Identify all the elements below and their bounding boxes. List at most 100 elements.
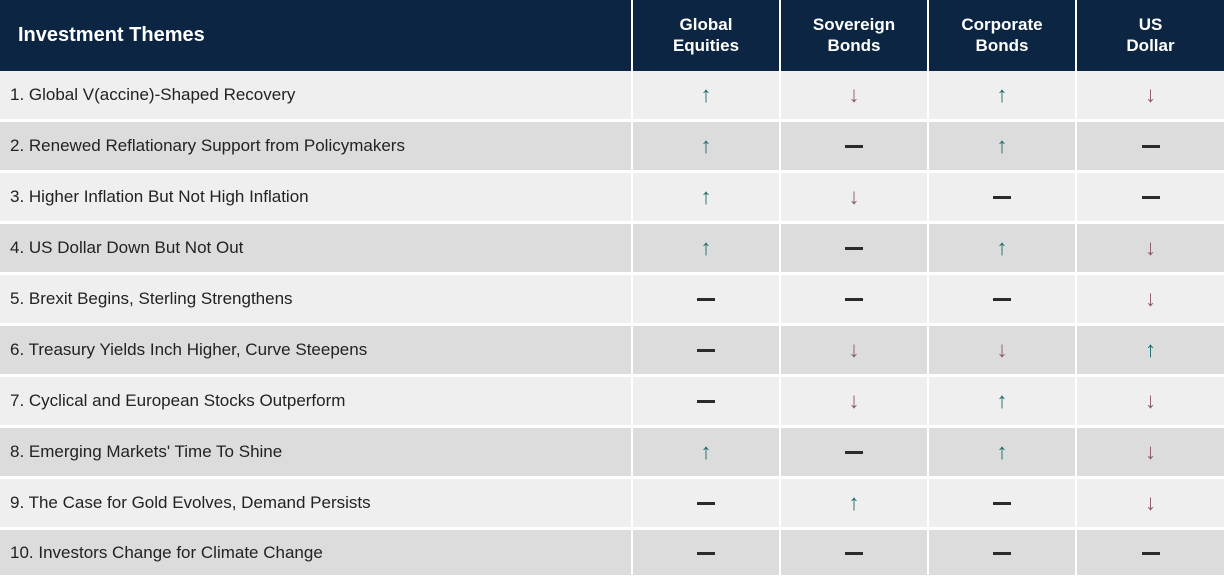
indicator-cell	[632, 477, 780, 528]
indicator-cell: ↓	[1076, 71, 1224, 121]
dash-icon	[1142, 196, 1160, 199]
dash-icon	[697, 502, 715, 505]
arrow-down-icon: ↓	[1145, 288, 1156, 310]
dash-icon	[697, 400, 715, 403]
dash-icon	[845, 145, 863, 148]
table-row: 7. Cyclical and European Stocks Outperfo…	[0, 375, 1224, 426]
theme-label: 4. US Dollar Down But Not Out	[0, 222, 632, 273]
indicator-cell: ↓	[1076, 375, 1224, 426]
indicator-cell: ↑	[632, 171, 780, 222]
arrow-up-icon: ↑	[1145, 339, 1156, 361]
table-row: 6. Treasury Yields Inch Higher, Curve St…	[0, 324, 1224, 375]
indicator-cell: ↑	[928, 222, 1076, 273]
table-row: 4. US Dollar Down But Not Out ↑ ↑ ↓	[0, 222, 1224, 273]
theme-label: 2. Renewed Reflationary Support from Pol…	[0, 120, 632, 171]
indicator-cell: ↓	[780, 171, 928, 222]
arrow-up-icon: ↑	[997, 135, 1008, 157]
indicator-cell	[780, 528, 928, 576]
theme-label: 7. Cyclical and European Stocks Outperfo…	[0, 375, 632, 426]
indicator-cell	[1076, 120, 1224, 171]
indicator-cell	[928, 171, 1076, 222]
dash-icon	[697, 349, 715, 352]
indicator-cell: ↓	[1076, 273, 1224, 324]
indicator-cell	[928, 477, 1076, 528]
dash-icon	[845, 451, 863, 454]
table-row: 5. Brexit Begins, Sterling Strengthens ↓	[0, 273, 1224, 324]
arrow-down-icon: ↓	[1145, 84, 1156, 106]
indicator-cell: ↑	[632, 71, 780, 121]
table-row: 3. Higher Inflation But Not High Inflati…	[0, 171, 1224, 222]
dash-icon	[993, 552, 1011, 555]
indicator-cell	[632, 324, 780, 375]
dash-icon	[697, 552, 715, 555]
dash-icon	[845, 298, 863, 301]
indicator-cell: ↓	[928, 324, 1076, 375]
indicator-cell	[632, 375, 780, 426]
dash-icon	[993, 298, 1011, 301]
dash-icon	[993, 502, 1011, 505]
indicator-cell: ↑	[632, 222, 780, 273]
indicator-cell	[928, 273, 1076, 324]
col-header-sovereign-bonds: SovereignBonds	[780, 0, 928, 71]
indicator-cell: ↑	[928, 426, 1076, 477]
indicator-cell	[632, 528, 780, 576]
indicator-cell: ↑	[928, 120, 1076, 171]
dash-icon	[845, 247, 863, 250]
arrow-up-icon: ↑	[997, 441, 1008, 463]
indicator-cell	[780, 222, 928, 273]
arrow-down-icon: ↓	[1145, 237, 1156, 259]
indicator-cell	[1076, 171, 1224, 222]
table-row: 9. The Case for Gold Evolves, Demand Per…	[0, 477, 1224, 528]
indicator-cell: ↓	[780, 71, 928, 121]
dash-icon	[1142, 145, 1160, 148]
indicator-cell: ↑	[632, 120, 780, 171]
arrow-down-icon: ↓	[1145, 492, 1156, 514]
theme-label: 10. Investors Change for Climate Change	[0, 528, 632, 576]
dash-icon	[993, 196, 1011, 199]
indicator-cell	[928, 528, 1076, 576]
indicator-cell	[780, 120, 928, 171]
col-header-us-dollar: USDollar	[1076, 0, 1224, 71]
arrow-up-icon: ↑	[701, 135, 712, 157]
col-header-themes: Investment Themes	[0, 0, 632, 71]
arrow-up-icon: ↑	[997, 84, 1008, 106]
indicator-cell: ↓	[1076, 222, 1224, 273]
table-body: 1. Global V(accine)-Shaped Recovery↑↓↑↓2…	[0, 71, 1224, 577]
indicator-cell: ↑	[632, 426, 780, 477]
indicator-cell	[780, 273, 928, 324]
indicator-cell	[780, 426, 928, 477]
arrow-up-icon: ↑	[701, 84, 712, 106]
arrow-down-icon: ↓	[997, 339, 1008, 361]
theme-label: 1. Global V(accine)-Shaped Recovery	[0, 71, 632, 121]
indicator-cell: ↓	[1076, 477, 1224, 528]
arrow-down-icon: ↓	[849, 186, 860, 208]
table-row: 8. Emerging Markets' Time To Shine ↑ ↑ ↓	[0, 426, 1224, 477]
table-row: 10. Investors Change for Climate Change	[0, 528, 1224, 576]
indicator-cell: ↑	[1076, 324, 1224, 375]
indicator-cell	[632, 273, 780, 324]
table-row: 2. Renewed Reflationary Support from Pol…	[0, 120, 1224, 171]
arrow-up-icon: ↑	[849, 492, 860, 514]
arrow-up-icon: ↑	[701, 441, 712, 463]
table-header-row: Investment Themes GlobalEquities Soverei…	[0, 0, 1224, 71]
table-row: 1. Global V(accine)-Shaped Recovery ↑ ↓ ↑ ↓	[0, 71, 1224, 121]
dash-icon	[1142, 552, 1160, 555]
indicator-cell: ↑	[780, 477, 928, 528]
indicator-cell: ↑	[928, 71, 1076, 121]
arrow-up-icon: ↑	[701, 237, 712, 259]
indicator-cell: ↓	[780, 324, 928, 375]
arrow-down-icon: ↓	[849, 339, 860, 361]
arrow-up-icon: ↑	[997, 237, 1008, 259]
arrow-down-icon: ↓	[1145, 441, 1156, 463]
theme-label: 3. Higher Inflation But Not High Inflati…	[0, 171, 632, 222]
investment-themes-table: Investment Themes GlobalEquities Soverei…	[0, 0, 1224, 578]
theme-label: 5. Brexit Begins, Sterling Strengthens	[0, 273, 632, 324]
arrow-down-icon: ↓	[1145, 390, 1156, 412]
col-header-corporate-bonds: CorporateBonds	[928, 0, 1076, 71]
col-header-global-equities: GlobalEquities	[632, 0, 780, 71]
arrow-down-icon: ↓	[849, 84, 860, 106]
arrow-up-icon: ↑	[997, 390, 1008, 412]
theme-label: 6. Treasury Yields Inch Higher, Curve St…	[0, 324, 632, 375]
theme-label: 8. Emerging Markets' Time To Shine	[0, 426, 632, 477]
dash-icon	[697, 298, 715, 301]
